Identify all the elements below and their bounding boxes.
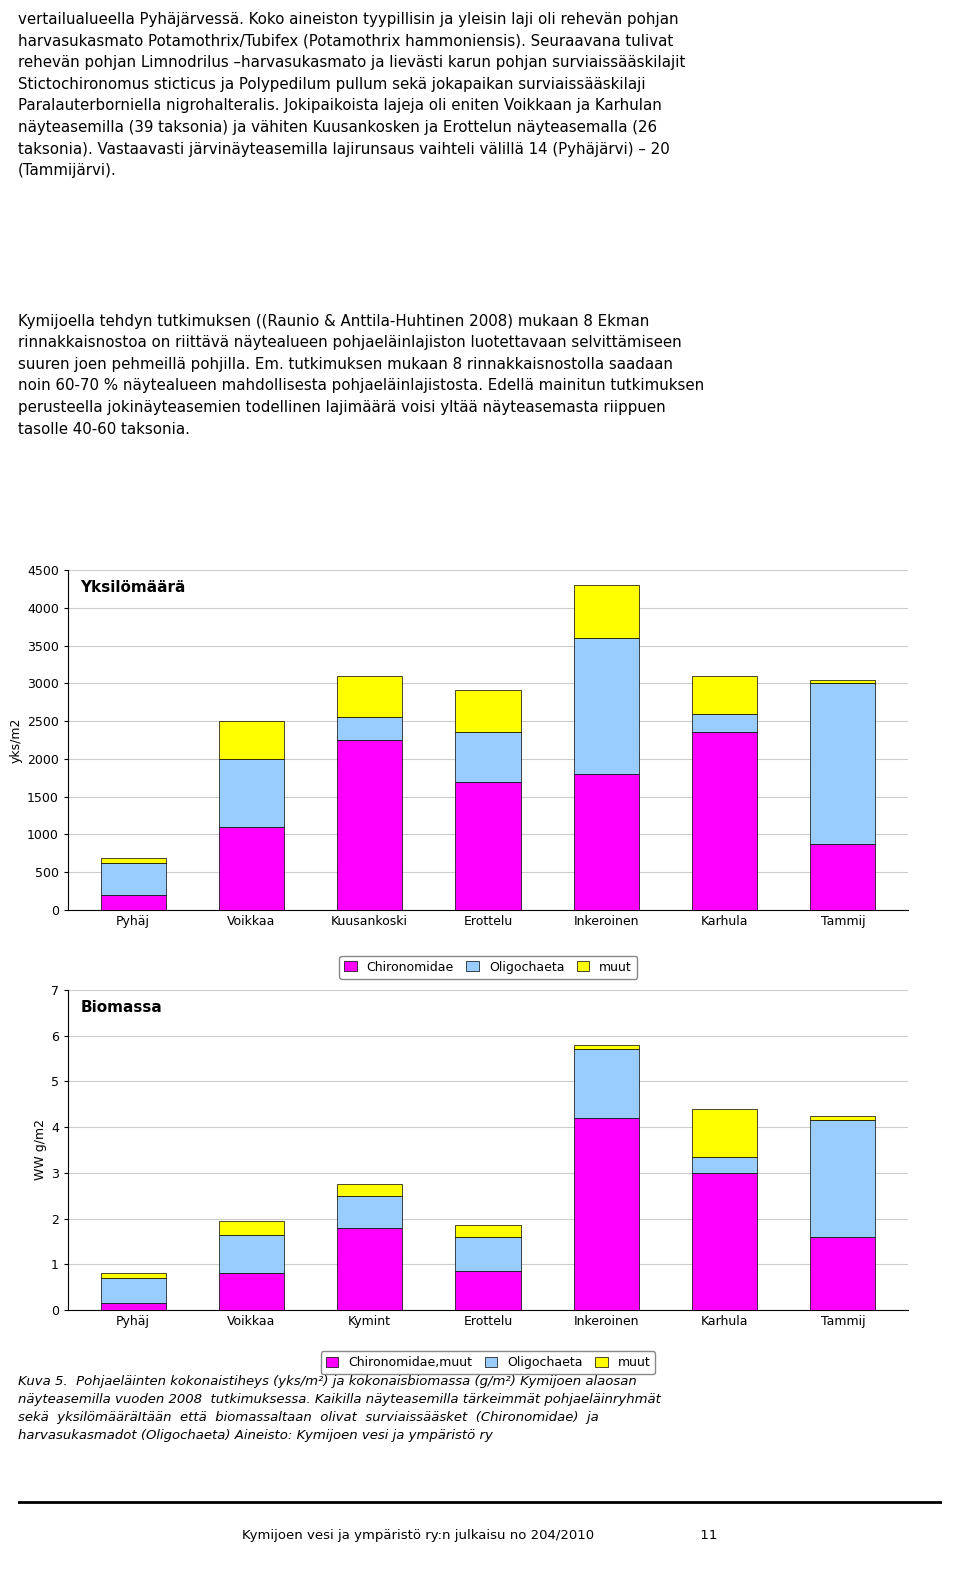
Bar (574, 1049, 638, 1118)
Bar (455, 691, 520, 732)
Y-axis label: WW g/m2: WW g/m2 (34, 1120, 47, 1181)
Text: Yksilömäärä: Yksilömäärä (81, 580, 186, 595)
Bar (692, 677, 757, 713)
Bar (692, 1109, 757, 1158)
Text: Kymijoen vesi ja ympäristö ry:n julkaisu no 204/2010                         11: Kymijoen vesi ja ympäristö ry:n julkaisu… (242, 1530, 718, 1542)
Bar (692, 1173, 757, 1310)
Bar (692, 713, 757, 732)
Bar (101, 858, 166, 863)
Bar (101, 894, 166, 910)
Bar (810, 1236, 876, 1310)
Bar (337, 1228, 402, 1310)
Bar (455, 1225, 520, 1236)
Bar (219, 759, 284, 826)
Bar (219, 1274, 284, 1310)
Bar (810, 1115, 876, 1120)
Bar (337, 740, 402, 910)
Bar (455, 782, 520, 910)
Bar (219, 721, 284, 759)
Bar (337, 1195, 402, 1228)
Bar (810, 844, 876, 910)
Bar (810, 680, 876, 683)
Bar (810, 683, 876, 844)
Bar (337, 677, 402, 718)
Bar (101, 1274, 166, 1277)
Bar (574, 585, 638, 639)
Legend: Chironomidae,muut, Oligochaeta, muut: Chironomidae,muut, Oligochaeta, muut (321, 1351, 656, 1374)
Bar (692, 732, 757, 910)
Text: Kymijoella tehdyn tutkimuksen ((Raunio & Anttila-Huhtinen 2008) mukaan 8 Ekman
r: Kymijoella tehdyn tutkimuksen ((Raunio &… (18, 314, 705, 437)
Text: vertailualueella Pyhäjärvessä. Koko aineiston tyypillisin ja yleisin laji oli re: vertailualueella Pyhäjärvessä. Koko aine… (18, 13, 685, 178)
Bar (337, 718, 402, 740)
Bar (574, 639, 638, 774)
Bar (219, 826, 284, 910)
Bar (692, 1158, 757, 1173)
Text: Biomassa: Biomassa (81, 1000, 162, 1014)
Bar (574, 774, 638, 910)
Text: Kuva 5.  Pohjaeläinten kokonaistiheys (yks/m²) ja kokonaisbiomassa (g/m²) Kymijo: Kuva 5. Pohjaeläinten kokonaistiheys (yk… (18, 1375, 660, 1441)
Bar (455, 1271, 520, 1310)
Bar (219, 1235, 284, 1274)
Bar (455, 732, 520, 782)
Y-axis label: yks/m2: yks/m2 (10, 718, 23, 763)
Bar (574, 1046, 638, 1049)
Bar (574, 1118, 638, 1310)
Bar (455, 1236, 520, 1271)
Bar (101, 1277, 166, 1303)
Bar (101, 863, 166, 894)
Bar (219, 1221, 284, 1235)
Legend: Chironomidae, Oligochaeta, muut: Chironomidae, Oligochaeta, muut (339, 956, 637, 979)
Bar (101, 1303, 166, 1310)
Bar (337, 1184, 402, 1195)
Bar (810, 1120, 876, 1236)
